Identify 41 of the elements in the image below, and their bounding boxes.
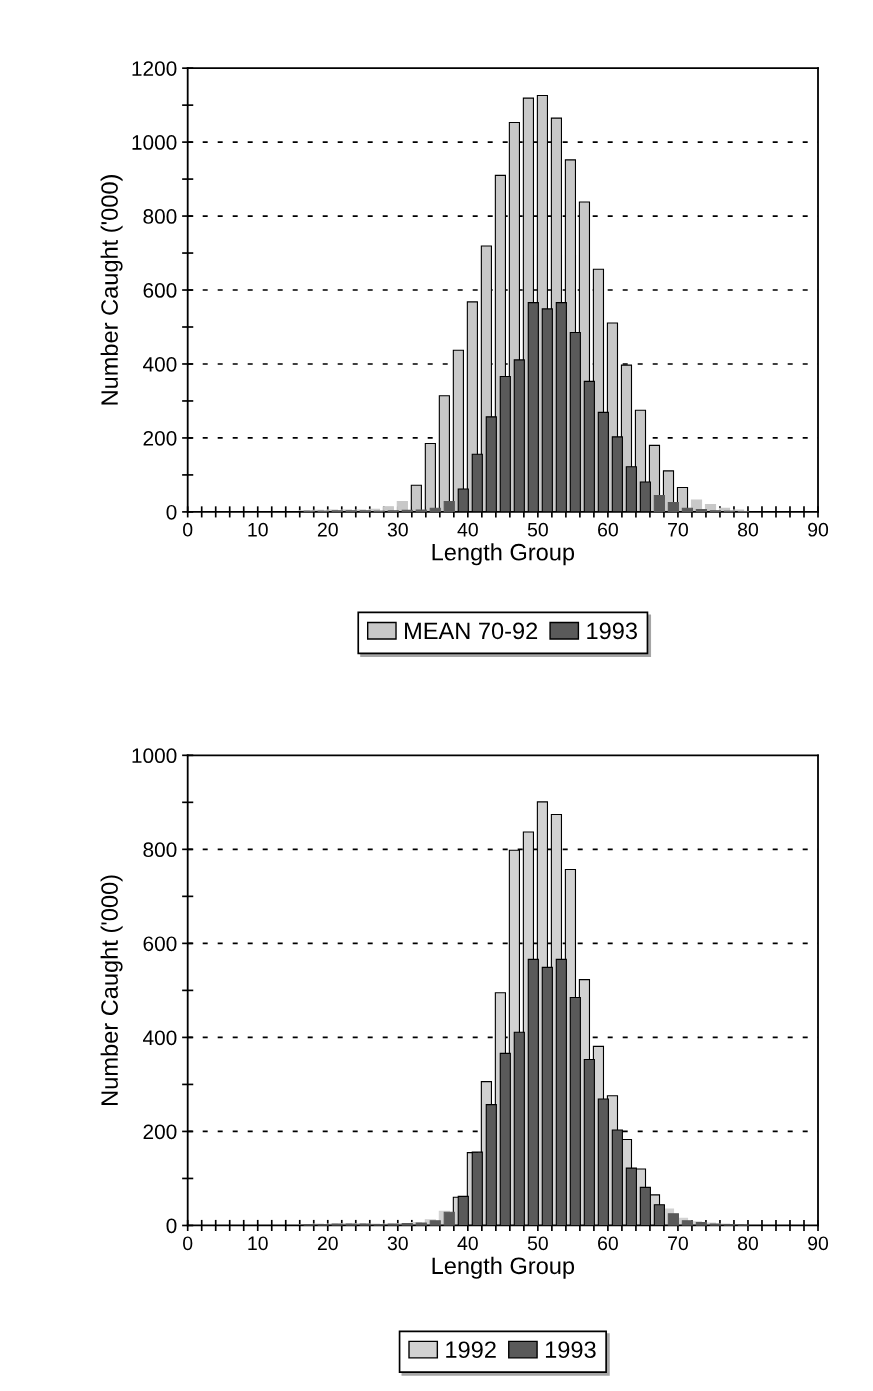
x-tick-label: 20	[317, 522, 338, 537]
x-axis-title: Length Group	[432, 543, 575, 566]
y-axis-title: Number Caught ('000)	[100, 175, 123, 405]
x-tick-label: 70	[668, 522, 688, 537]
y-tick-label: 400	[143, 356, 177, 372]
y-tick-label: 1200	[132, 61, 177, 76]
legend-label: 1992	[446, 1341, 496, 1359]
y-axis-title: Number Caught ('000)	[100, 875, 123, 1105]
y-tick-label: 0	[166, 504, 177, 520]
legend-label: MEAN 70-92	[405, 622, 538, 640]
y-tick-label: 600	[143, 283, 177, 298]
x-tick-label: 20	[317, 1236, 338, 1251]
x-tick-label: 0	[183, 1236, 193, 1251]
y-tick-label: 800	[143, 842, 177, 858]
x-tick-label: 40	[457, 522, 478, 537]
x-tick-label: 50	[527, 522, 548, 537]
legend-label: 1993	[545, 1341, 596, 1359]
x-tick-label: 70	[668, 1236, 688, 1251]
x-tick-label: 0	[183, 522, 193, 537]
legend-label: 1993	[587, 622, 637, 640]
x-tick-label: 80	[738, 1236, 759, 1251]
y-tick-label: 600	[143, 936, 177, 952]
x-tick-label: 90	[808, 1236, 829, 1251]
y-tick-label: 800	[143, 209, 177, 224]
x-tick-label: 60	[598, 522, 618, 537]
x-tick-label: 50	[527, 1236, 548, 1251]
x-tick-label: 10	[248, 522, 268, 537]
y-tick-label: 1000	[132, 748, 177, 764]
x-tick-label: 30	[387, 1236, 408, 1251]
y-tick-label: 200	[143, 1124, 177, 1140]
y-tick-label: 0	[166, 1218, 177, 1234]
y-tick-label: 1000	[132, 135, 177, 150]
x-tick-label: 40	[457, 1236, 478, 1251]
x-tick-label: 10	[248, 1236, 268, 1251]
y-tick-label: 200	[143, 430, 177, 446]
x-axis-title: Length Group	[432, 1256, 575, 1279]
x-tick-label: 60	[598, 1236, 618, 1251]
x-tick-label: 80	[738, 522, 759, 537]
y-tick-label: 400	[143, 1030, 177, 1046]
x-tick-label: 90	[808, 522, 829, 537]
x-tick-label: 30	[387, 522, 408, 537]
